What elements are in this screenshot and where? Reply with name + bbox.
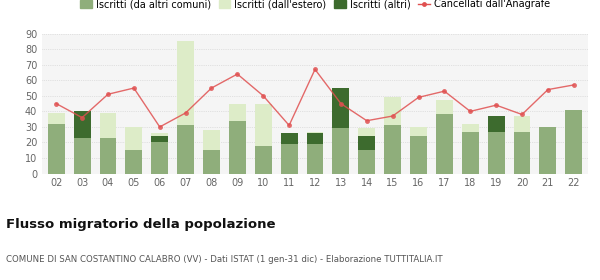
Bar xyxy=(436,115,453,174)
Text: Flusso migratorio della popolazione: Flusso migratorio della popolazione xyxy=(6,218,275,231)
Bar xyxy=(332,129,349,174)
Bar xyxy=(514,132,530,174)
Bar xyxy=(125,150,142,174)
Text: COMUNE DI SAN COSTANTINO CALABRO (VV) - Dati ISTAT (1 gen-31 dic) - Elaborazione: COMUNE DI SAN COSTANTINO CALABRO (VV) - … xyxy=(6,255,443,264)
Bar xyxy=(384,125,401,174)
Bar xyxy=(151,143,168,174)
Bar xyxy=(332,88,349,129)
Bar xyxy=(307,144,323,174)
Bar xyxy=(74,138,91,174)
Bar xyxy=(203,150,220,174)
Bar xyxy=(358,129,375,150)
Bar xyxy=(307,132,323,144)
Bar xyxy=(74,111,91,138)
Bar xyxy=(488,132,505,174)
Bar xyxy=(307,133,323,144)
Bar xyxy=(539,127,556,174)
Bar xyxy=(229,104,246,121)
Bar xyxy=(203,130,220,150)
Bar xyxy=(462,124,479,132)
Bar xyxy=(384,97,401,125)
Bar xyxy=(410,136,427,174)
Bar xyxy=(48,113,65,124)
Bar xyxy=(100,138,116,174)
Bar xyxy=(255,104,272,146)
Bar xyxy=(48,124,65,174)
Bar xyxy=(151,133,168,143)
Bar xyxy=(177,125,194,174)
Bar xyxy=(74,113,91,138)
Bar xyxy=(255,146,272,174)
Bar xyxy=(358,150,375,174)
Bar xyxy=(410,127,427,136)
Bar xyxy=(100,113,116,138)
Bar xyxy=(488,116,505,132)
Bar xyxy=(436,101,453,115)
Bar xyxy=(565,110,582,174)
Bar xyxy=(151,136,168,143)
Bar xyxy=(229,121,246,174)
Legend: Iscritti (da altri comuni), Iscritti (dall'estero), Iscritti (altri), Cancellati: Iscritti (da altri comuni), Iscritti (da… xyxy=(80,0,550,9)
Bar xyxy=(514,116,530,132)
Bar xyxy=(177,41,194,125)
Bar xyxy=(125,127,142,150)
Bar xyxy=(462,132,479,174)
Bar xyxy=(358,136,375,150)
Bar xyxy=(281,133,298,144)
Bar xyxy=(281,144,298,174)
